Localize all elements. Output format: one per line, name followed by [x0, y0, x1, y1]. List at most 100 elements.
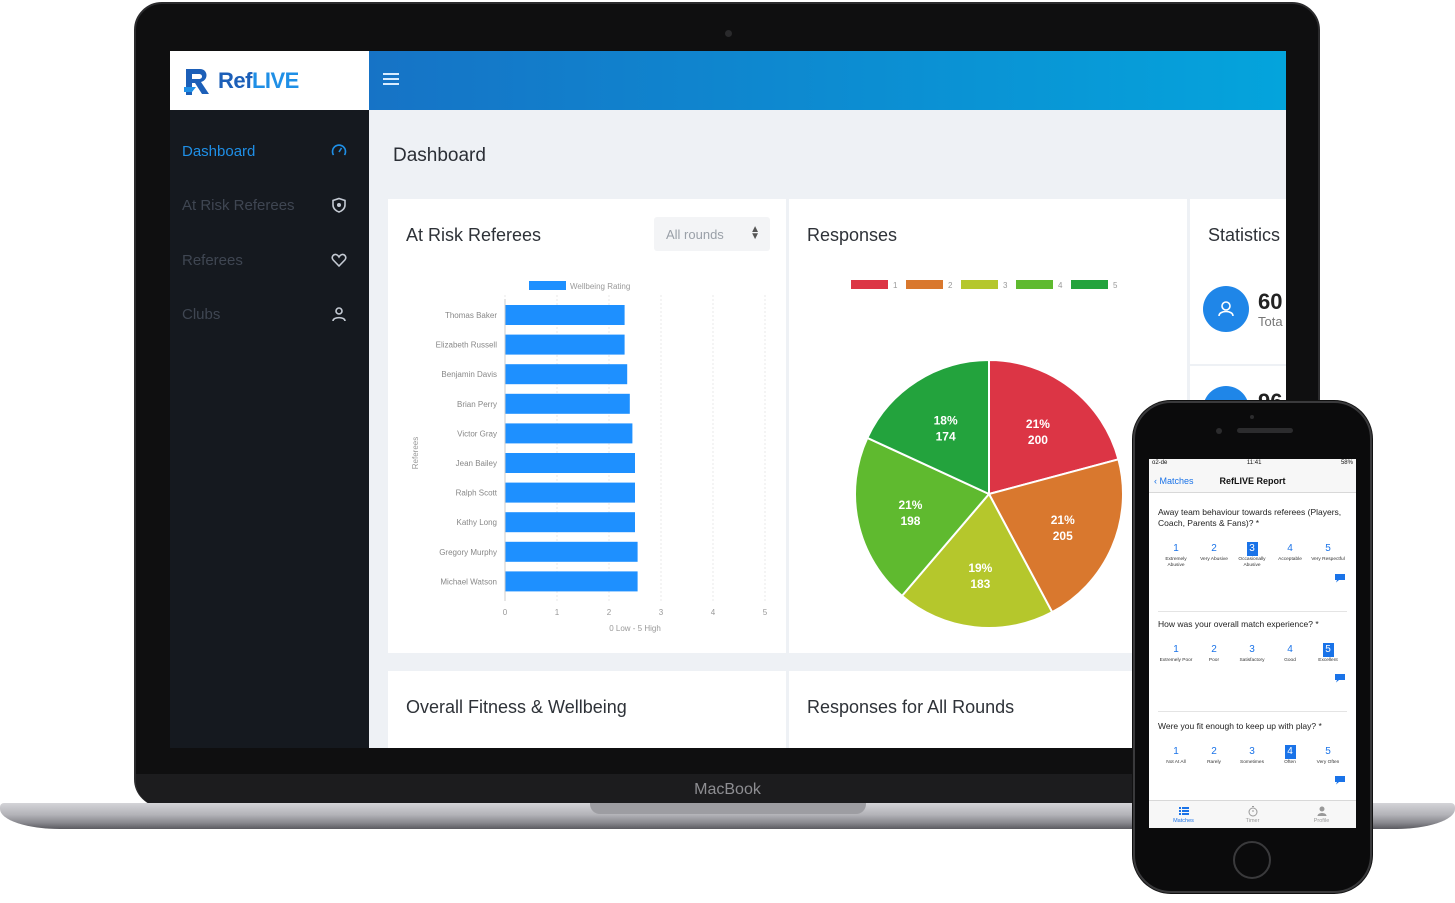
rating-option[interactable]: 1 Extremely Abusive: [1157, 538, 1195, 568]
bar: [505, 453, 635, 473]
phone-camera: [1216, 428, 1222, 434]
rating-label: Very Abusive: [1200, 557, 1228, 562]
rating-option[interactable]: 3 Occasionally Abusive: [1233, 538, 1271, 568]
comment-icon[interactable]: [1334, 775, 1346, 785]
stat-value: 60: [1258, 289, 1283, 314]
rating-number: 4: [1284, 745, 1296, 759]
phone-sensor: [1250, 415, 1254, 419]
top-bar: [369, 51, 1286, 110]
rating-number: 5: [1325, 746, 1331, 757]
legend-label: 1: [893, 281, 898, 290]
y-tick-label: Michael Watson: [440, 577, 497, 586]
legend-swatch: [1016, 280, 1053, 289]
y-tick-label: Kathy Long: [457, 518, 497, 527]
question-separator: [1158, 611, 1347, 612]
bar: [505, 512, 635, 533]
sidebar-item-clubs[interactable]: Clubs: [182, 301, 347, 327]
pie-slice: [987, 458, 1124, 614]
sidebar-item-label: Referees: [182, 251, 243, 269]
x-tick-label: 0: [503, 608, 508, 617]
legend-label: 2: [948, 281, 953, 290]
rating-option[interactable]: 2 Rarely: [1195, 741, 1233, 766]
rating-label: Excellent: [1318, 658, 1338, 663]
rating-option[interactable]: 2 Very Abusive: [1195, 538, 1233, 568]
shield-icon: [332, 197, 346, 213]
stat-label: Tota: [1258, 314, 1283, 329]
rating-label: Often: [1284, 760, 1296, 765]
bar: [505, 541, 638, 562]
rating-option[interactable]: 4 Often: [1271, 741, 1309, 766]
phone-title: RefLIVE Report: [1219, 476, 1286, 486]
y-tick-label: Benjamin Davis: [441, 370, 497, 379]
legend-label: 3: [1003, 281, 1008, 290]
y-axis-label: Referees: [411, 437, 420, 469]
card-title: Responses: [807, 225, 898, 245]
laptop-base-notch: [590, 803, 866, 814]
at-risk-referees-card: At Risk Referees All rounds ▲ ▼ Wellbeing…: [388, 199, 786, 653]
rating-label: Very Respectful: [1311, 557, 1345, 562]
phone-screen: o2-de 11:41 58% ‹ Matches RefLIVE Report…: [1149, 459, 1356, 828]
rating-option[interactable]: 3 Satisfactory: [1233, 639, 1271, 664]
rating-option[interactable]: 4 Good: [1271, 639, 1309, 664]
rating-option[interactable]: 3 Sometimes: [1233, 741, 1271, 766]
rating-label: Rarely: [1207, 760, 1221, 765]
bar: [505, 571, 638, 592]
rating-scale: 1 Extremely Poor 2 Poor 3 Satisfactory 4 Good 5 E…: [1157, 639, 1347, 664]
logo-suffix: LIVE: [251, 67, 299, 93]
rating-option[interactable]: 5 Very Respectful: [1309, 538, 1347, 568]
menu-toggle-icon[interactable]: [383, 73, 399, 87]
rating-option[interactable]: 5 Excellent: [1309, 639, 1347, 664]
responses-all-rounds-card: Responses for All Rounds: [789, 671, 1187, 748]
legend-swatch: [906, 280, 943, 289]
rating-number: 1: [1173, 644, 1179, 655]
logo-bar[interactable]: RefLIVE: [170, 51, 369, 110]
responses-pie-chart: 1 2 3 4 5 21% 200 21% 205 19% 183 21% 198 18% 174: [851, 280, 1124, 629]
tab-profile[interactable]: Profile: [1287, 801, 1356, 828]
question-text: Away team behaviour towards referees (Pl…: [1158, 507, 1342, 528]
rating-label: Not At All: [1166, 760, 1186, 765]
pie-slice: [900, 492, 1054, 629]
home-button[interactable]: [1233, 841, 1271, 879]
card-title: At Risk Referees: [406, 225, 542, 245]
phone-speaker: [1237, 428, 1293, 433]
legend-swatch: [961, 280, 998, 289]
rating-number: 2: [1211, 644, 1217, 655]
y-tick-label: Brian Perry: [457, 400, 497, 409]
x-tick-label: 4: [711, 608, 716, 617]
rating-option[interactable]: 1 Not At All: [1157, 741, 1195, 766]
rating-number: 1: [1173, 543, 1179, 554]
y-tick-label: Victor Gray: [457, 429, 497, 438]
rating-option[interactable]: 1 Extremely Poor: [1157, 639, 1195, 664]
sidebar-item-referees[interactable]: Referees: [182, 247, 347, 273]
question-text: Were you fit enough to keep up with play…: [1158, 721, 1322, 731]
rating-number: 5: [1322, 643, 1334, 657]
comment-icon[interactable]: [1334, 573, 1346, 583]
pie-slice: [854, 436, 991, 598]
bar: [505, 364, 628, 385]
comment-icon[interactable]: [1334, 673, 1346, 683]
laptop-chin: [136, 774, 1318, 807]
rating-option[interactable]: 2 Poor: [1195, 639, 1233, 664]
logo-text: RefLIVE: [218, 68, 299, 94]
tab-timer[interactable]: Timer: [1218, 801, 1287, 828]
legend-swatch: [529, 281, 566, 290]
rating-option[interactable]: 5 Very Often: [1309, 741, 1347, 766]
tab-matches[interactable]: Matches: [1149, 801, 1218, 828]
rating-scale: 1 Not At All 2 Rarely 3 Sometimes 4 Often 5 Very …: [1157, 741, 1347, 766]
question-text: How was your overall match experience? *: [1158, 619, 1319, 629]
rounds-select[interactable]: All rounds ▲ ▼: [654, 217, 770, 251]
pie-slice: [865, 358, 990, 496]
slice-value-label: 174: [936, 429, 956, 443]
dashboard-gauge-icon: [331, 144, 347, 156]
back-button[interactable]: ‹ Matches: [1154, 476, 1194, 486]
rating-label: Poor: [1208, 658, 1220, 663]
sidebar-item-dashboard[interactable]: Dashboard: [182, 138, 347, 164]
legend-label: 4: [1058, 281, 1063, 290]
rating-option[interactable]: 4 Acceptable: [1271, 538, 1309, 568]
sidebar-item-at-risk-referees[interactable]: At Risk Referees: [182, 192, 347, 218]
back-label: Matches: [1159, 476, 1194, 486]
rating-number: 1: [1173, 746, 1179, 757]
page-title: Dashboard: [393, 145, 486, 166]
tab-label: Timer: [1245, 818, 1260, 824]
y-tick-label: Gregory Murphy: [439, 548, 497, 557]
